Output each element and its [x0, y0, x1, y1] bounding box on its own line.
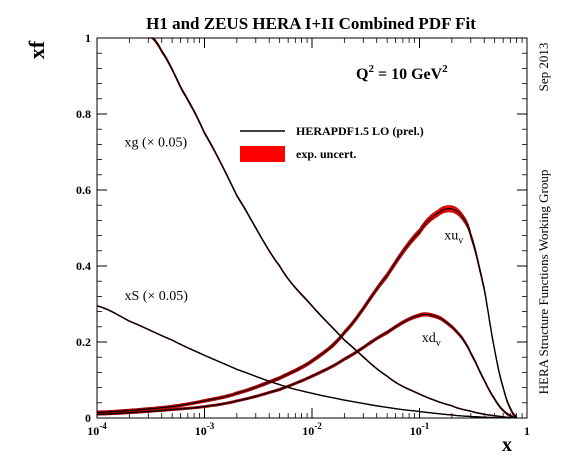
y-tick-label: 1	[85, 31, 91, 45]
y-tick-label: 0	[85, 411, 91, 425]
y-tick-label: 0.8	[76, 107, 91, 121]
y-tick-label: 0.4	[76, 259, 91, 273]
pdf-curve-3	[96, 313, 517, 419]
legend-band-swatch	[240, 146, 285, 162]
pdf-curve-1	[96, 305, 511, 419]
legend-label-uncert: exp. uncert.	[296, 147, 356, 161]
side-label-group: HERA Structure Functions Working Group	[536, 170, 551, 395]
side-label-date: Sep 2013	[536, 43, 551, 92]
x-tick-label: 10-3	[195, 421, 215, 438]
scale-annotation: Q2 = 10 GeV2	[356, 63, 448, 83]
pdf-curve-0	[148, 37, 517, 419]
x-tick-label: 10-1	[410, 421, 430, 438]
x-tick-label: 10-2	[302, 421, 322, 438]
legend: HERAPDF1.5 LO (prel.) exp. uncert.	[240, 124, 424, 162]
pdf-curves	[96, 37, 517, 419]
x-tick-label: 1	[524, 424, 530, 438]
series-label-0: xg (× 0.05)	[124, 135, 187, 150]
x-axis-label: x	[502, 434, 512, 456]
axes: 0 0.2 0.4 0.6 0.8 1 10-4 10-3 10-2 10-1 1	[76, 31, 530, 438]
series-label-2: xuv	[444, 228, 463, 246]
series-labels: xg (× 0.05) xS (× 0.05) xuv xdv	[124, 135, 463, 349]
legend-label-central: HERAPDF1.5 LO (prel.)	[296, 124, 424, 138]
chart-title: H1 and ZEUS HERA I+II Combined PDF Fit	[146, 14, 476, 33]
uncertainty-band-0	[148, 37, 517, 419]
y-tick-label: 0.6	[76, 183, 91, 197]
y-tick-label: 0.2	[76, 335, 91, 349]
series-label-3: xdv	[422, 331, 441, 349]
series-label-1: xS (× 0.05)	[124, 289, 188, 304]
x-tick-label: 10-4	[87, 421, 107, 438]
pdf-curve-2	[96, 208, 517, 418]
y-axis-label: xf	[24, 40, 49, 59]
